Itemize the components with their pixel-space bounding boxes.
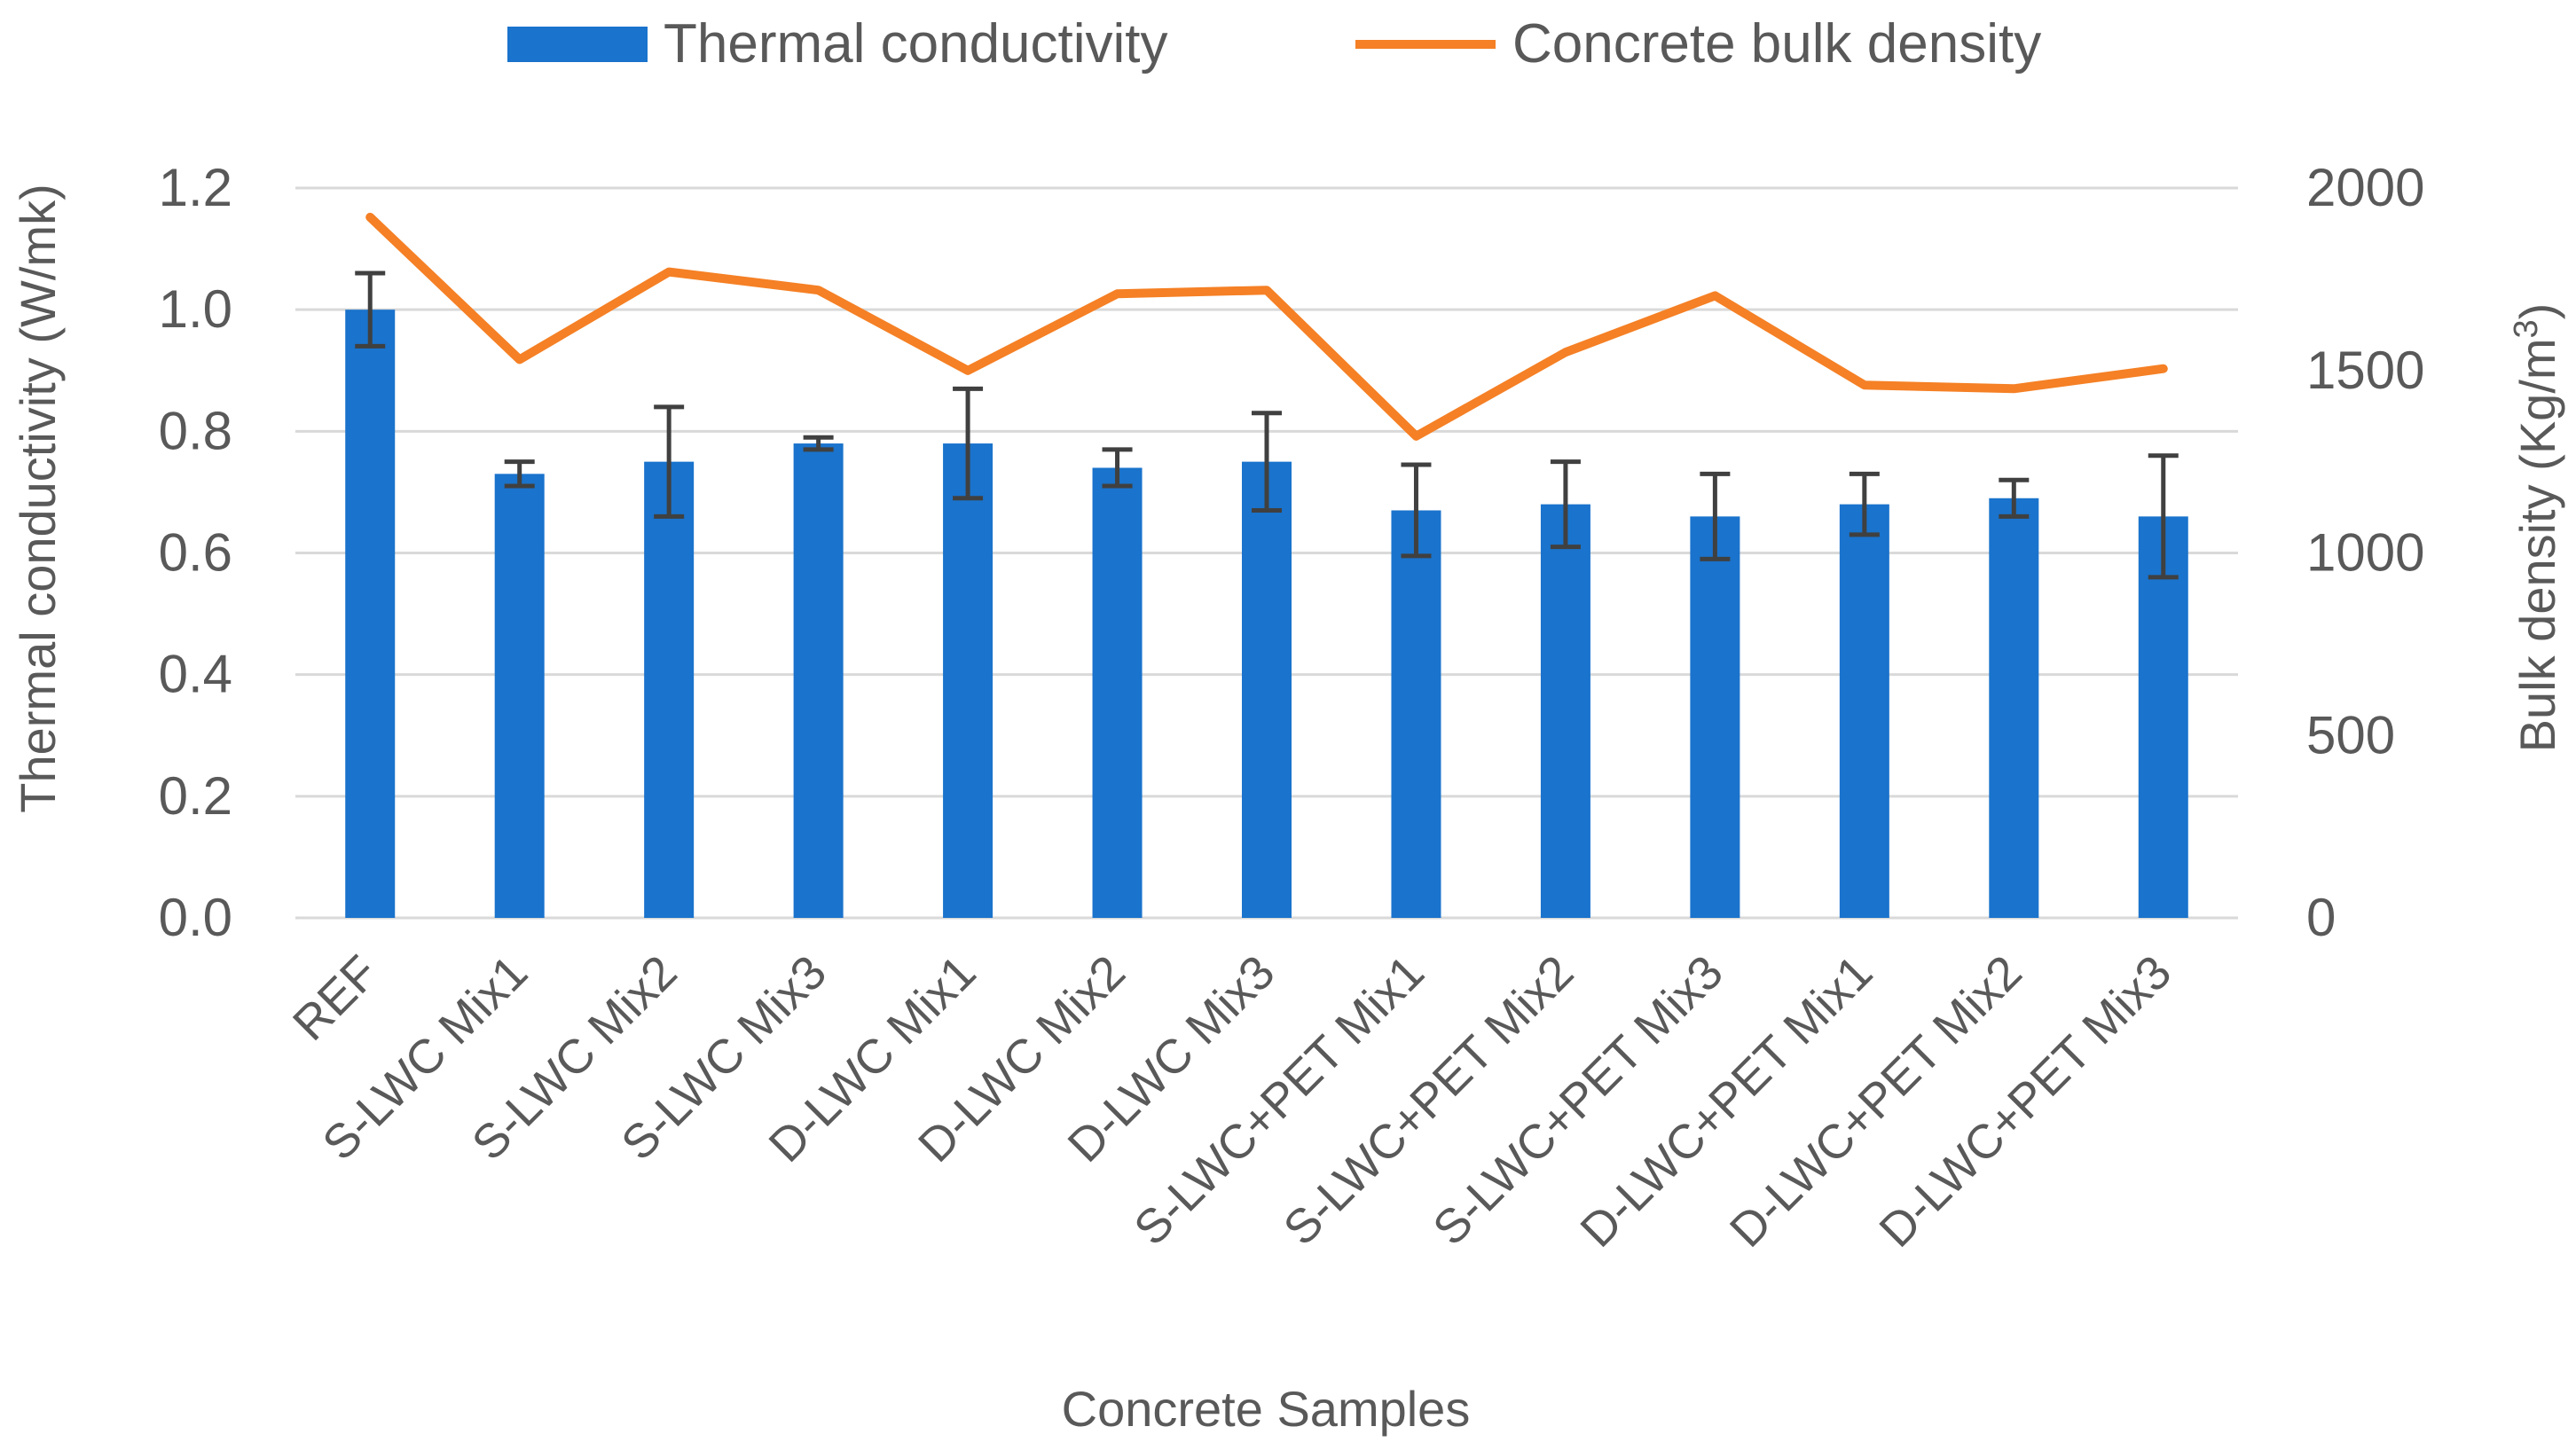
legend-swatch-thermal-conductivity [507, 27, 648, 62]
category-label: D-LWC+PET Mix1 [1570, 945, 1882, 1258]
category-label: REF [283, 945, 389, 1051]
left-tick-label: 1.0 [159, 279, 232, 339]
x-axis-title: Concrete Samples [1062, 1381, 1471, 1437]
left-tick-label: 0.4 [159, 645, 232, 704]
right-axis-ticks: 0 500 1000 1500 2000 [2306, 158, 2424, 947]
errorbars-group [355, 270, 2179, 580]
bar-thermal-conductivity [2138, 516, 2188, 918]
bar-thermal-conductivity [943, 443, 993, 918]
left-tick-label: 0.0 [159, 888, 232, 947]
left-tick-label: 1.2 [159, 158, 232, 217]
y-axis-title-right: Bulk density (Kg/m3) [2508, 303, 2565, 753]
right-tick-label: 500 [2306, 705, 2395, 764]
legend: Thermal conductivity Concrete bulk densi… [507, 13, 2041, 74]
bars-group [345, 310, 2188, 919]
bar-thermal-conductivity [1690, 516, 1740, 918]
right-tick-label: 2000 [2306, 158, 2424, 217]
category-label: S-LWC+PET Mix2 [1274, 945, 1584, 1256]
bar-thermal-conductivity [1242, 461, 1292, 918]
left-tick-label: 0.6 [159, 523, 232, 583]
density-line-group [365, 212, 2168, 441]
bar-thermal-conductivity [1839, 504, 1889, 918]
bar-thermal-conductivity [644, 461, 695, 918]
left-tick-label: 0.2 [159, 766, 232, 826]
left-tick-label: 0.8 [159, 401, 232, 460]
bar-thermal-conductivity [1540, 504, 1590, 918]
bar-thermal-conductivity [793, 443, 844, 918]
right-tick-label: 1000 [2306, 523, 2424, 583]
category-label: S-LWC+PET Mix3 [1423, 945, 1733, 1256]
line-concrete-bulk-density [365, 212, 2168, 441]
legend-label-thermal-conductivity: Thermal conductivity [664, 13, 1168, 74]
bar-thermal-conductivity [494, 474, 545, 918]
bar-thermal-conductivity [1092, 467, 1143, 918]
right-tick-label: 1500 [2306, 341, 2424, 400]
bar-thermal-conductivity [1391, 510, 1441, 918]
y-axis-title-left: Thermal conductivity (W/mk) [10, 184, 66, 812]
category-label: S-LWC+PET Mix1 [1124, 945, 1434, 1256]
left-axis-ticks: 0.0 0.2 0.4 0.6 0.8 1.0 1.2 [159, 158, 232, 947]
category-label: D-LWC+PET Mix2 [1720, 945, 2032, 1258]
bar-thermal-conductivity [345, 310, 396, 919]
legend-label-concrete-bulk-density: Concrete bulk density [1512, 13, 2041, 74]
right-tick-label: 0 [2306, 888, 2336, 947]
category-label: D-LWC+PET Mix3 [1869, 945, 2181, 1258]
bar-thermal-conductivity [1989, 498, 2039, 918]
